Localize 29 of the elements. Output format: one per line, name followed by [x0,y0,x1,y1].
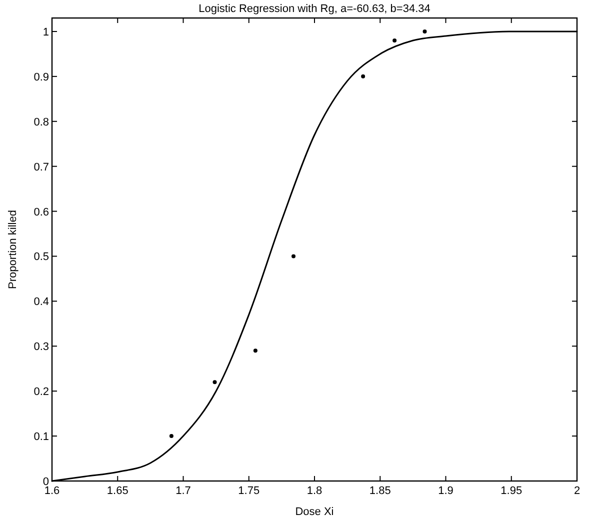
point [212,380,217,384]
x-tick-label: 2 [574,485,580,497]
y-tick-label: 0.1 [34,431,49,444]
y-tick-label: 0.2 [34,386,49,398]
point [422,29,427,34]
y-tick-label: 0.4 [34,296,49,308]
point [253,348,258,353]
x-tick-label: 1.95 [500,485,522,497]
point [169,434,174,438]
x-tick-label: 1.75 [238,485,260,497]
y-tick-label: 0.9 [34,71,49,84]
y-tick-label: 0.8 [34,116,49,128]
point [392,38,397,42]
y-tick-label: 1 [42,26,49,38]
x-tick-label: 1.8 [306,485,322,497]
y-tick-label: 0.6 [34,206,49,218]
chart-title: Logistic Regression with Rg, a=-60.63, b=34.34 [198,3,430,15]
y-tick-label: 0.3 [34,341,49,354]
x-axis-title: Dose Xi [295,506,334,518]
x-tick-label: 1.9 [438,485,454,497]
x-tick-label: 1.65 [106,485,128,497]
x-tick-label: 1.7 [176,485,191,497]
x-tick-label: 1.85 [369,485,391,497]
y-tick-label: 0.7 [34,161,49,174]
x-tick-label: 1.6 [44,485,60,497]
y-axis-title: Proportion killed [7,210,19,289]
point [292,254,296,258]
point [361,74,366,78]
y-tick-label: 0.5 [34,251,49,264]
